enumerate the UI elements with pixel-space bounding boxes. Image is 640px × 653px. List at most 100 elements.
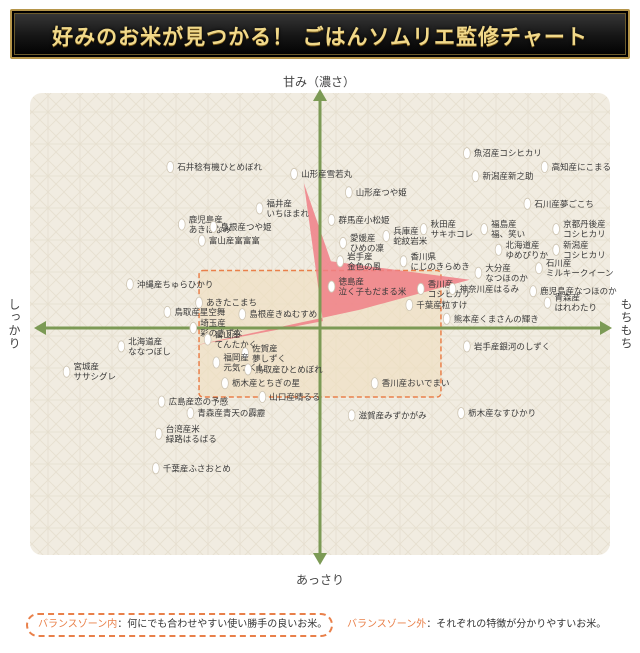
axis-label-bottom: あっさり bbox=[296, 573, 345, 587]
rice-label: 滋賀産みずかがみ bbox=[359, 410, 428, 420]
rice-label: 岩手産銀河のしずく bbox=[474, 341, 550, 351]
axes bbox=[34, 89, 612, 565]
rice-grain-icon bbox=[221, 377, 229, 390]
rice-grain-icon bbox=[195, 296, 203, 309]
legend-outside-desc: ：それぞれの特徴が分かりやすいお米。 bbox=[426, 619, 607, 630]
rice-point: 島根産きぬむすめ bbox=[238, 308, 317, 321]
rice-label: 佐賀産夢しずく bbox=[252, 343, 286, 363]
rice-grain-icon bbox=[244, 363, 252, 376]
rice-grain-icon bbox=[471, 170, 480, 183]
rice-grain-icon bbox=[327, 213, 336, 226]
rice-point: 滋賀産みずかがみ bbox=[347, 409, 428, 422]
rice-point: 千葉産ふさおとめ bbox=[152, 462, 231, 475]
rice-grain-icon bbox=[494, 243, 503, 256]
rice-grain-icon bbox=[552, 223, 560, 236]
rice-point: 岩手産銀河のしずく bbox=[463, 340, 550, 353]
title-banner: 好みのお米が見つかる！ ごはんソムリエ監修チャート bbox=[10, 9, 630, 59]
rice-point: 秋田産サキホコレ bbox=[419, 219, 474, 239]
rice-grain-icon bbox=[535, 262, 543, 275]
rice-grain-icon bbox=[163, 305, 172, 318]
rice-grain-icon bbox=[463, 340, 471, 353]
axis-arrow-top bbox=[313, 89, 327, 101]
axis-label-top: 甘み（濃さ） bbox=[283, 75, 356, 89]
rice-label: 石川産ミルキークイーン bbox=[546, 258, 614, 278]
rice-grain-icon bbox=[290, 167, 298, 180]
rice-point: 栃木産なすひかり bbox=[457, 407, 536, 420]
rice-label: 熊本産くまさんの輝き bbox=[454, 314, 539, 324]
rice-grain-icon bbox=[457, 407, 465, 420]
rice-point: 岩手産金色の風 bbox=[336, 251, 382, 271]
legend-inside-desc: ：何にでも合わせやすい使い勝手の良いお米。 bbox=[117, 619, 328, 630]
rice-label: 栃木産なすひかり bbox=[468, 408, 536, 418]
rice-point: 山形産雪若丸 bbox=[290, 167, 353, 180]
legend-outside-key: バランスゾーン外 bbox=[347, 619, 427, 630]
rice-label: 千葉産粒すけ bbox=[416, 300, 467, 310]
rice-label: 石井稔有機ひとめぼれ bbox=[177, 162, 262, 172]
rice-point: 香川県にじのきらめき bbox=[399, 251, 470, 271]
rice-point: 神奈川産はるみ bbox=[448, 282, 519, 295]
rice-point: 鳥取産ひとめぼれ bbox=[244, 363, 323, 376]
legend-balance-inside: バランスゾーン内：何にでも合わせやすい使い勝手の良いお米。 bbox=[26, 613, 333, 637]
rice-point: 鳥取産星空舞 bbox=[163, 305, 226, 318]
rice-label: 秋田産サキホコレ bbox=[431, 219, 474, 239]
rice-grain-icon bbox=[186, 407, 195, 420]
axis-arrow-right bbox=[600, 321, 612, 335]
rice-grain-icon bbox=[117, 340, 126, 353]
rice-point: 高知産にこまる bbox=[540, 160, 611, 173]
rice-point: 群馬産小松姫 bbox=[327, 213, 391, 226]
rice-label: 沖縄産ちゅらひかり bbox=[137, 279, 214, 289]
rice-grain-icon bbox=[154, 427, 163, 440]
rice-label: 島根産きぬむすめ bbox=[249, 309, 317, 319]
rice-point: 福井産いちほまれ bbox=[255, 198, 310, 218]
rice-point: 北海道産ななつぼし bbox=[117, 336, 171, 356]
rice-point: 青森産はれわたり bbox=[543, 293, 597, 313]
axis-label-right: もちもち bbox=[619, 298, 633, 350]
rice-point: 埼玉産彩のきずな bbox=[189, 318, 243, 338]
rice-point: 香川産おいでまい bbox=[370, 377, 450, 390]
rice-label: 徳島産泣く子もだまる米 bbox=[339, 277, 407, 297]
rice-point: 富山産てんたかく bbox=[203, 330, 257, 350]
rice-grain-icon bbox=[152, 462, 160, 475]
rice-grain-icon bbox=[405, 298, 414, 311]
rice-grain-icon bbox=[382, 229, 391, 242]
rice-label: 神奈川産はるみ bbox=[459, 284, 519, 294]
rice-grain-icon bbox=[543, 296, 552, 309]
rice-label: 香川産おいでまい bbox=[382, 378, 450, 388]
rice-label: 富山産富富富 bbox=[209, 236, 260, 246]
rice-point: 愛媛産ひめの凜 bbox=[339, 233, 385, 253]
rice-label: 山口産晴るる bbox=[269, 392, 320, 402]
rice-grain-icon bbox=[480, 223, 488, 236]
rice-label: 福島産福、笑い bbox=[491, 219, 525, 239]
rice-grain-icon bbox=[198, 234, 206, 247]
rice-grain-icon bbox=[540, 160, 549, 173]
rice-grain-icon bbox=[523, 197, 532, 210]
rice-grain-icon bbox=[339, 236, 347, 249]
rice-label: 愛媛産ひめの凜 bbox=[350, 233, 385, 253]
rice-point: 鹿児島産なつほのか bbox=[529, 285, 617, 298]
rice-point: 宮城産ササシグレ bbox=[62, 362, 116, 382]
rice-grain-icon bbox=[157, 395, 166, 408]
rice-point: 兵庫産蛇紋岩米 bbox=[382, 226, 428, 246]
rice-label: 群馬産小松姫 bbox=[339, 215, 391, 225]
axis-arrow-left bbox=[34, 321, 46, 335]
legend-balance-outside: バランスゾーン外：それぞれの特徴が分かりやすいお米。 bbox=[347, 617, 606, 633]
rice-grain-icon bbox=[126, 278, 134, 291]
rice-grain-icon bbox=[189, 321, 198, 334]
rice-grain-icon bbox=[416, 282, 425, 295]
rice-grain-icon bbox=[62, 365, 71, 378]
rice-label: 北海道産ななつぼし bbox=[128, 336, 171, 356]
rice-label: 千葉産ふさおとめ bbox=[163, 463, 231, 473]
rice-label: 大分産なつほのか bbox=[485, 263, 528, 283]
rice-point: 京都丹後産コシヒカリ bbox=[552, 219, 606, 239]
rice-point: 北海道産ゆめぴりか bbox=[494, 240, 549, 260]
rice-grain-icon bbox=[370, 377, 379, 390]
legend-inside-key: バランスゾーン内 bbox=[38, 619, 118, 630]
rice-label: 新潟産新之助 bbox=[483, 171, 534, 181]
rice-label: 島根産つや姫 bbox=[220, 222, 272, 232]
highlight-shape bbox=[190, 183, 470, 347]
rice-point: 沖縄産ちゅらひかり bbox=[126, 278, 214, 291]
rice-grain-icon bbox=[209, 220, 218, 233]
rice-label: 青森産青天の霹靂 bbox=[197, 408, 265, 418]
